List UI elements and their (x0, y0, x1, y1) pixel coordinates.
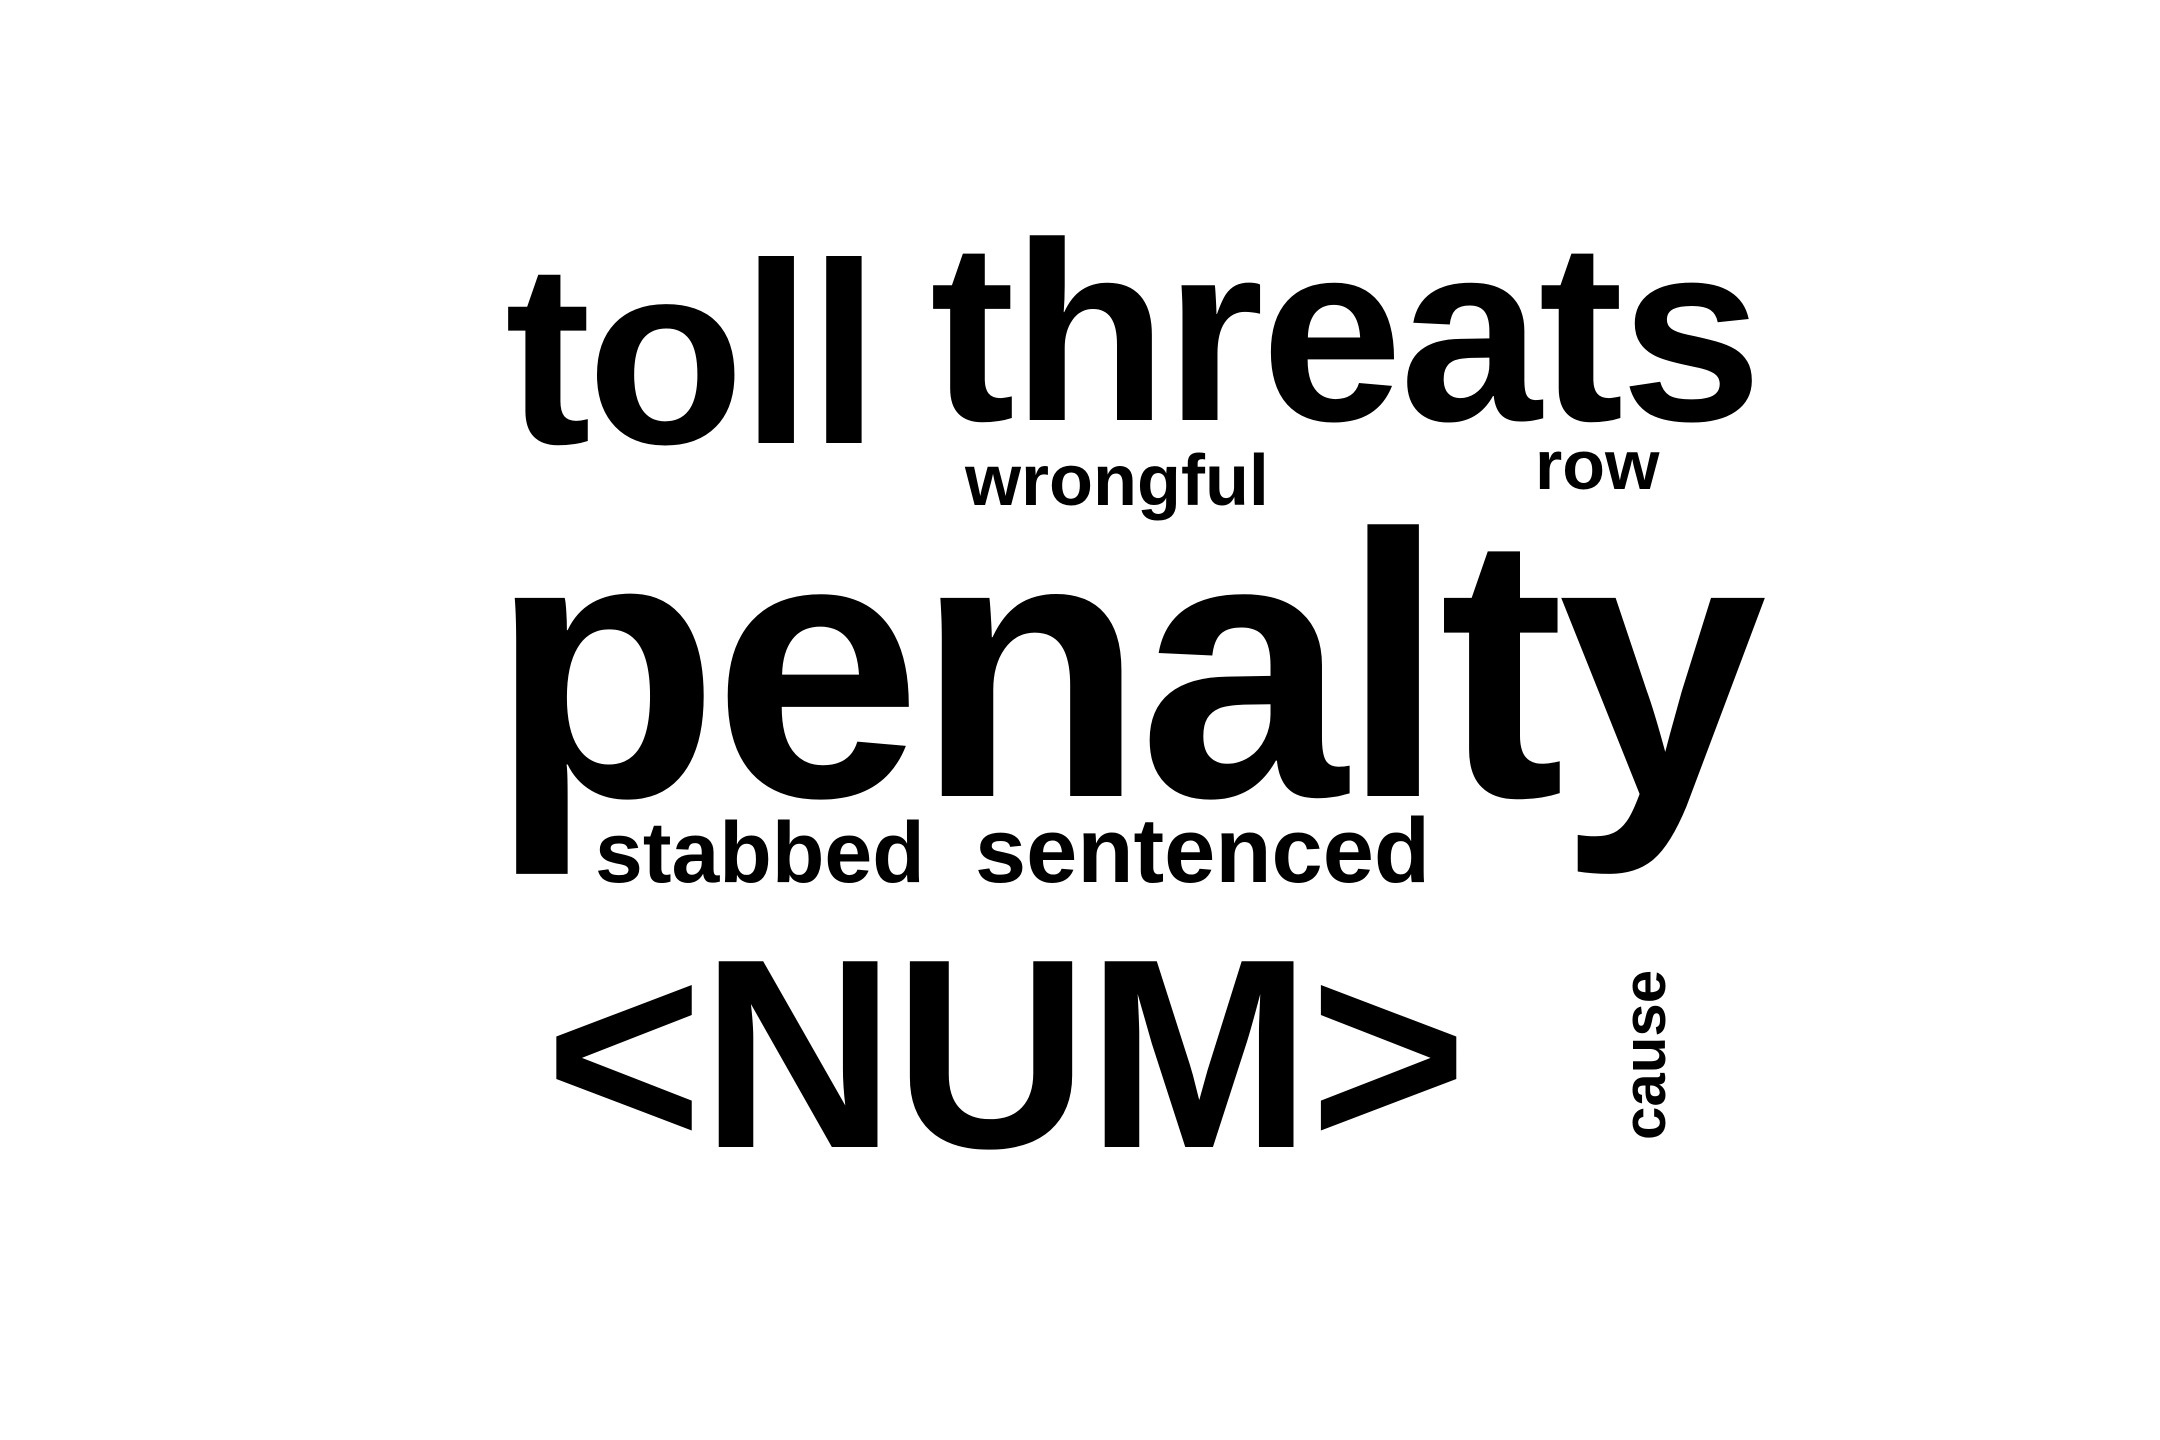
word-stabbed: stabbed (595, 805, 925, 901)
word-row: row (1535, 426, 1660, 504)
word-wrongful: wrongful (965, 441, 1269, 521)
word-penalty: penalty (490, 458, 1767, 876)
word-threats: threats (930, 190, 1762, 475)
word-cause: cause (1611, 969, 1678, 1140)
word-toll: toll (505, 209, 880, 498)
word-num: <NUM> (545, 904, 1467, 1205)
word-sentenced: sentenced (975, 800, 1431, 902)
